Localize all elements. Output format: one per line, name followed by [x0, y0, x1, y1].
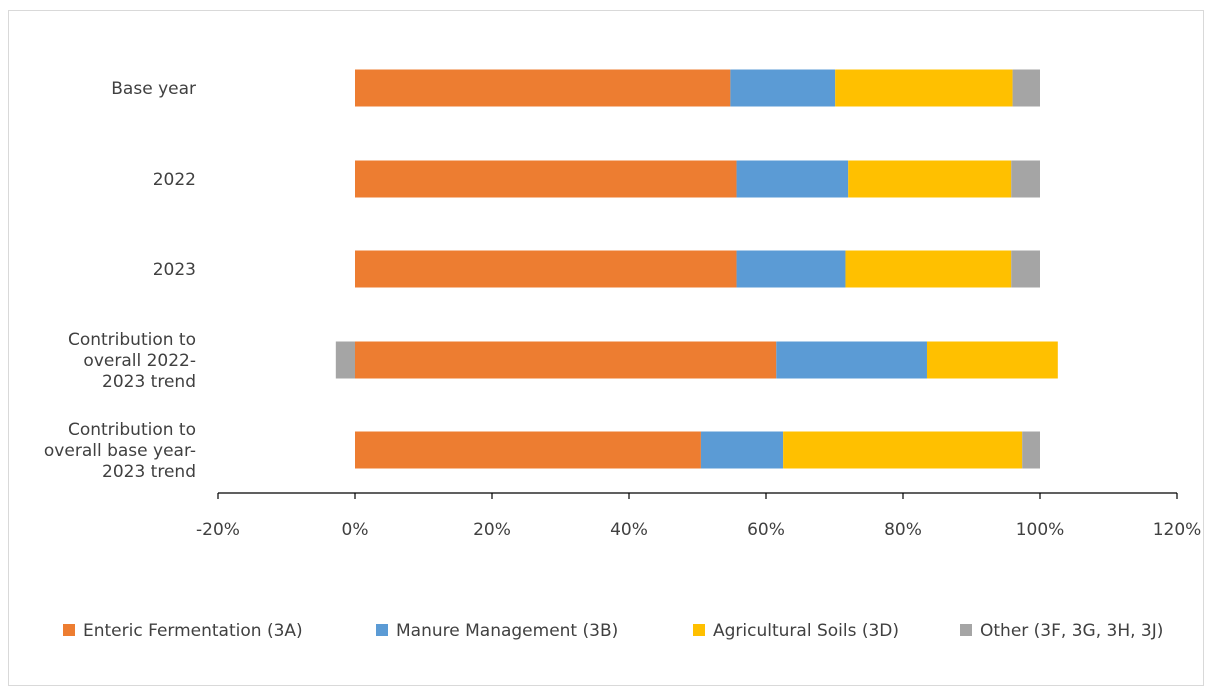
- bar-segment-4-row-5: [1022, 431, 1040, 469]
- x-tick-label: 80%: [884, 520, 922, 540]
- legend: Enteric Fermentation (3A) Manure Manageme…: [63, 621, 1163, 641]
- category-label: 2023 trend: [102, 462, 196, 482]
- x-tick-label: 120%: [1153, 520, 1202, 540]
- legend-swatch: [63, 624, 75, 636]
- bar-segment-1-row-1: [355, 69, 731, 107]
- legend-label: Other (3F, 3G, 3H, 3J): [980, 621, 1163, 641]
- category-label: overall base year-: [44, 441, 196, 461]
- x-axis: -20% 0% 20% 40% 60% 80% 100% 120%: [196, 492, 1202, 540]
- bar-segment-4-row-2: [1011, 160, 1040, 198]
- bars-group: [335, 69, 1058, 469]
- category-label: Base year: [111, 79, 196, 99]
- x-tick-label: 0%: [342, 520, 369, 540]
- category-label: Contribution to: [68, 330, 196, 350]
- x-tick-label: 60%: [747, 520, 785, 540]
- bar-segment-1-row-3: [355, 250, 737, 288]
- legend-label: Manure Management (3B): [396, 621, 618, 641]
- bar-segment-2-row-3: [736, 250, 846, 288]
- category-label: 2022: [153, 170, 196, 190]
- bar-segment-3-row-4: [926, 341, 1058, 379]
- legend-label: Enteric Fermentation (3A): [83, 621, 303, 641]
- legend-swatch: [693, 624, 705, 636]
- legend-label: Agricultural Soils (3D): [713, 621, 899, 641]
- bar-segment-3-row-2: [848, 160, 1012, 198]
- bar-segment-3-row-1: [835, 69, 1013, 107]
- x-tick-label: -20%: [196, 520, 240, 540]
- bar-segment-2-row-4: [776, 341, 927, 379]
- bar-segment-3-row-5: [783, 431, 1023, 469]
- bar-segment-2-row-1: [730, 69, 836, 107]
- bar-segment-3-row-3: [845, 250, 1012, 288]
- bar-segment-1-row-2: [355, 160, 737, 198]
- x-tick-label: 40%: [610, 520, 648, 540]
- bar-segment-2-row-2: [736, 160, 849, 198]
- bar-segment-1-row-4: [355, 341, 777, 379]
- category-label: 2023 trend: [102, 372, 196, 392]
- category-label: Contribution to: [68, 420, 196, 440]
- x-tick-label: 20%: [473, 520, 511, 540]
- bar-segment-4-row-4: [335, 341, 355, 379]
- bar-segment-2-row-5: [700, 431, 784, 469]
- bar-segment-4-row-3: [1011, 250, 1040, 288]
- x-tick-label: 100%: [1016, 520, 1065, 540]
- bar-segment-4-row-1: [1012, 69, 1040, 107]
- category-label: 2023: [153, 260, 196, 280]
- legend-swatch: [376, 624, 388, 636]
- legend-swatch: [960, 624, 972, 636]
- category-label: overall 2022-: [83, 351, 196, 371]
- bar-segment-1-row-5: [355, 431, 701, 469]
